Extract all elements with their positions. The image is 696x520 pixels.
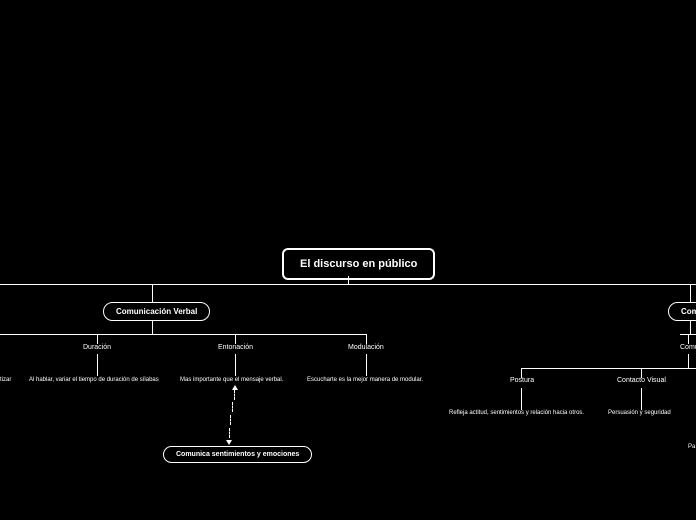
leaf-tizar: tizar: [0, 377, 11, 383]
connector: [690, 284, 691, 302]
sub-modulacion: Modulación: [348, 344, 384, 351]
connector: [152, 284, 153, 302]
connector: [521, 388, 522, 410]
leaf-modulacion: Escucharte es la mejor manera de modular…: [307, 377, 423, 383]
dashed-connector: [230, 415, 231, 425]
dashed-connector: [229, 428, 230, 438]
connector: [641, 388, 642, 410]
connector: [366, 334, 367, 344]
connector: [235, 334, 236, 344]
connector: [688, 354, 689, 368]
leaf-entonacion: Mas importante que el mensaje verbal.: [180, 377, 283, 383]
connector: [97, 354, 98, 376]
sub-contacto: Contacto Visual: [617, 377, 666, 384]
dashed-connector: [232, 402, 233, 412]
leaf-contacto: Persuasión y seguridad: [608, 410, 671, 416]
sub-entonacion: Entonación: [218, 344, 253, 351]
connector: [521, 368, 696, 369]
floating-comunica: Comunica sentimientos y emociones: [163, 446, 312, 463]
sub-postura: Postura: [510, 377, 534, 384]
branch-verbal: Comunicación Verbal: [103, 302, 210, 321]
connector: [152, 320, 153, 334]
connector: [0, 334, 367, 335]
branch-nonverbal: Comu: [668, 302, 696, 321]
root-node: El discurso en público: [282, 248, 435, 280]
sub-duracion: Duración: [83, 344, 111, 351]
connector: [366, 354, 367, 376]
leaf-postura: Refleja actitud, sentimientos y relación…: [449, 410, 584, 416]
arrow-down: [226, 440, 232, 445]
leaf-duracion: Al hablar, variar el tiempo de duración …: [29, 377, 159, 383]
connector: [348, 276, 349, 284]
connector: [690, 320, 691, 334]
sub-nonverbal-unknown: Comu: [680, 344, 696, 351]
connector: [235, 354, 236, 376]
connector: [688, 334, 689, 344]
arrow-up: [232, 385, 238, 390]
connector: [0, 284, 696, 285]
connector: [97, 334, 98, 344]
leaf-extra-pa: Pa: [688, 444, 695, 450]
dashed-connector: [234, 390, 235, 400]
